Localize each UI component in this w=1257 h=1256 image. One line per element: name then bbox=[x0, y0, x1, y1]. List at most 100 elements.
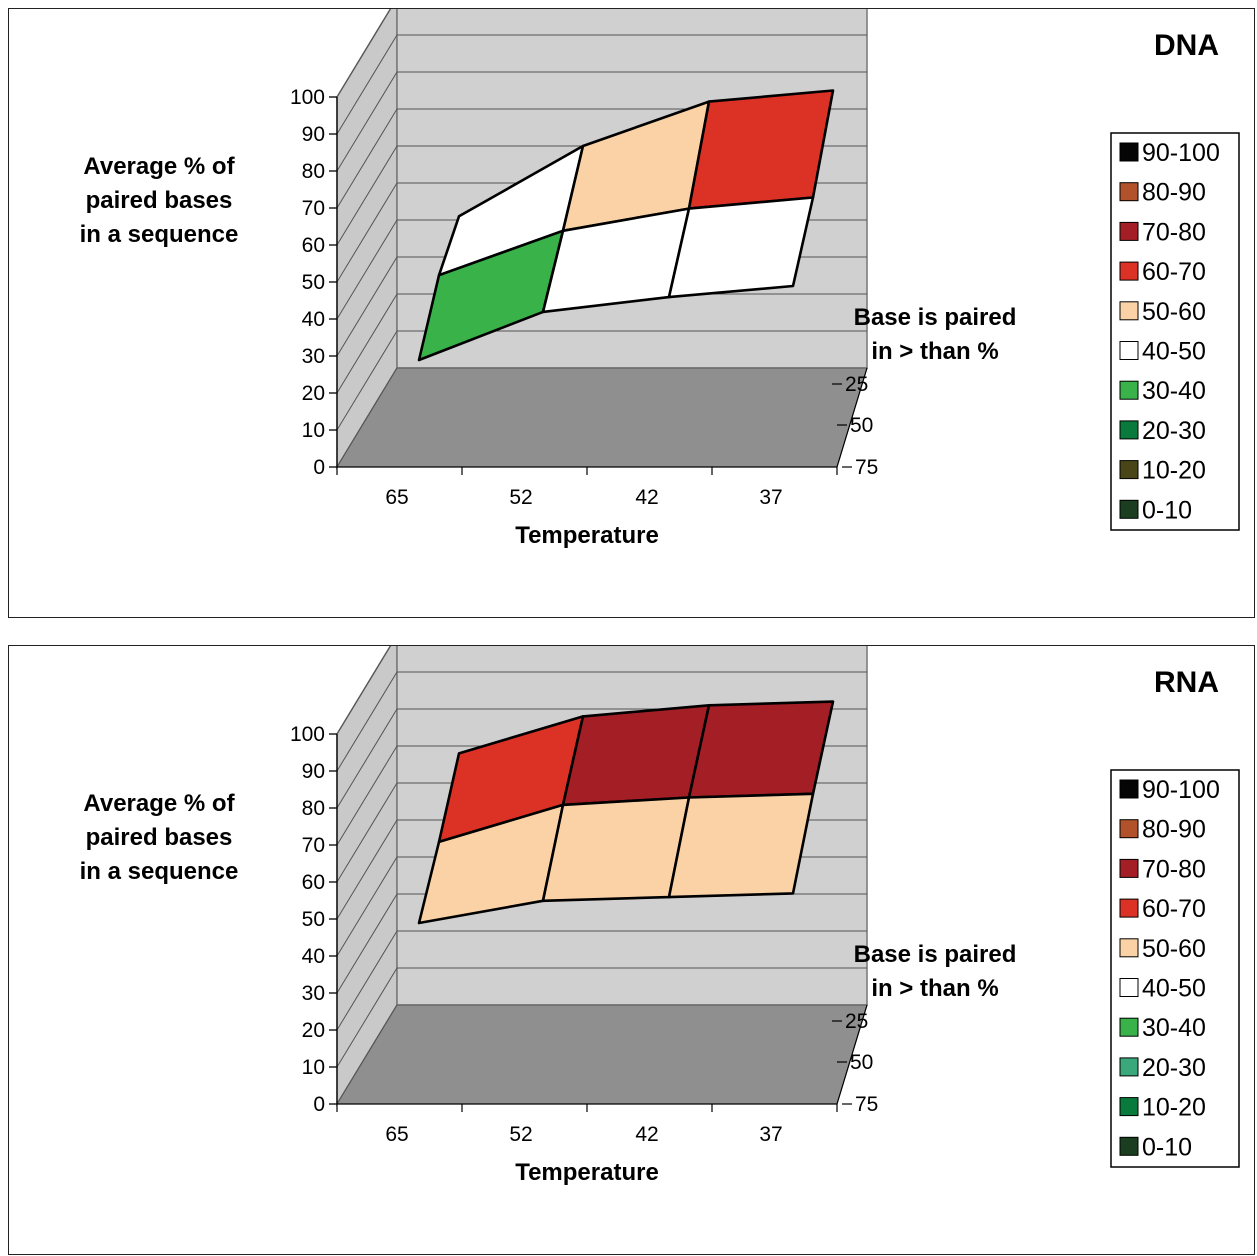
legend-label: 20-30 bbox=[1142, 417, 1206, 445]
y-tick-label: 40 bbox=[302, 945, 325, 968]
legend-label: 40-50 bbox=[1142, 338, 1206, 366]
x-tick-label: 52 bbox=[509, 1123, 532, 1146]
y-tick-label: 30 bbox=[302, 345, 325, 368]
surface-patch bbox=[687, 89, 835, 210]
legend-label: 10-20 bbox=[1142, 457, 1206, 485]
legend-swatch bbox=[1119, 142, 1139, 162]
legend-swatch bbox=[1119, 380, 1139, 400]
z-tick-label: 25 bbox=[845, 373, 868, 396]
y-tick-label: 90 bbox=[302, 760, 325, 783]
legend-label: 60-70 bbox=[1142, 258, 1206, 286]
y-tick-label: 30 bbox=[302, 982, 325, 1005]
legend-label: 10-20 bbox=[1142, 1094, 1206, 1122]
x-tick-label: 42 bbox=[635, 486, 658, 509]
legend-swatch bbox=[1119, 1136, 1139, 1156]
depth-axis bbox=[836, 367, 868, 468]
y-tick-label: 20 bbox=[302, 1019, 325, 1042]
x-tick-label: 52 bbox=[509, 486, 532, 509]
y-tick-label: 0 bbox=[313, 456, 325, 479]
legend-label: 30-40 bbox=[1142, 377, 1206, 405]
surface-patch bbox=[687, 700, 835, 799]
legend-swatch bbox=[1119, 898, 1139, 918]
gridline-left bbox=[336, 145, 398, 246]
depth-axis-title: Base is paired bbox=[854, 941, 1017, 968]
gridline-left bbox=[336, 219, 398, 320]
depth-axis-title: in > than % bbox=[871, 338, 998, 365]
legend-swatch bbox=[1119, 261, 1139, 281]
y-tick-label: 100 bbox=[290, 723, 325, 746]
chart-title: DNA bbox=[1154, 29, 1219, 62]
legend-swatch bbox=[1119, 1097, 1139, 1117]
surface-patch bbox=[541, 796, 691, 903]
x-axis-title: Temperature bbox=[515, 1159, 659, 1186]
chart-title: RNA bbox=[1154, 666, 1219, 699]
depth-axis-title: in > than % bbox=[871, 975, 998, 1002]
chart-panel-dna: 0 10 20 30 40 50 60 70 80 90 100 65 52 42 37 25 50 75 DNA A… bbox=[8, 8, 1255, 618]
gridline-left bbox=[336, 71, 398, 172]
z-tick-label: 50 bbox=[850, 414, 873, 437]
legend-swatch bbox=[1119, 819, 1139, 839]
legend-label: 50-60 bbox=[1142, 935, 1206, 963]
gridline-left bbox=[336, 9, 391, 98]
gridline-left bbox=[336, 182, 398, 283]
gridline-left bbox=[336, 330, 398, 431]
y-tick-label: 50 bbox=[302, 908, 325, 931]
x-tick-label: 42 bbox=[635, 1123, 658, 1146]
gridline-left bbox=[336, 367, 398, 468]
legend-swatch bbox=[1119, 858, 1139, 878]
y-axis-title: paired bases bbox=[86, 187, 233, 214]
gridline-left bbox=[336, 293, 398, 394]
y-axis-title: Average % of bbox=[83, 153, 235, 180]
depth-axis-title: Base is paired bbox=[854, 304, 1017, 331]
legend-swatch bbox=[1119, 221, 1139, 241]
legend-label: 50-60 bbox=[1142, 298, 1206, 326]
floor bbox=[336, 1004, 868, 1105]
legend-label: 0-10 bbox=[1142, 1133, 1192, 1161]
floor bbox=[336, 367, 868, 468]
legend-swatch bbox=[1119, 978, 1139, 997]
legend-label: 80-90 bbox=[1142, 179, 1206, 207]
legend-label: 40-50 bbox=[1142, 975, 1206, 1003]
z-tick-label: 50 bbox=[850, 1051, 873, 1074]
gridline-left bbox=[336, 745, 398, 846]
x-tick-label: 37 bbox=[759, 486, 782, 509]
gridline-left bbox=[336, 782, 398, 883]
y-tick-label: 0 bbox=[313, 1093, 325, 1116]
z-tick-label: 75 bbox=[855, 456, 878, 479]
x-tick-label: 65 bbox=[385, 486, 408, 509]
y-axis-title: paired bases bbox=[86, 824, 233, 851]
surface-patch bbox=[561, 703, 711, 807]
gridline-left bbox=[336, 34, 398, 135]
y-tick-label: 10 bbox=[302, 1056, 325, 1079]
gridline-left bbox=[336, 819, 398, 920]
legend-label: 90-100 bbox=[1142, 139, 1220, 167]
gridline-left bbox=[336, 1004, 398, 1105]
surface-chart-dna: 0 10 20 30 40 50 60 70 80 90 100 65 52 42 37 25 50 75 DNA A… bbox=[80, 9, 1240, 549]
z-tick-label: 75 bbox=[855, 1093, 878, 1116]
legend-swatch bbox=[1119, 1017, 1139, 1037]
gridline-left bbox=[336, 646, 391, 735]
legend-swatch bbox=[1119, 301, 1139, 321]
y-tick-label: 60 bbox=[302, 234, 325, 257]
gridline-left bbox=[336, 256, 398, 357]
y-tick-label: 40 bbox=[302, 308, 325, 331]
legend-label: 20-30 bbox=[1142, 1054, 1206, 1082]
y-tick-label: 20 bbox=[302, 382, 325, 405]
gridline-left bbox=[336, 671, 398, 772]
legend-label: 60-70 bbox=[1142, 895, 1206, 923]
surface-patch bbox=[667, 792, 815, 899]
legend-swatch bbox=[1119, 1057, 1139, 1077]
gridline-left bbox=[336, 108, 398, 209]
x-tick-label: 37 bbox=[759, 1123, 782, 1146]
chart-panel-rna: 0 10 20 30 40 50 60 70 80 90 100 65 52 42 37 25 50 75 RNA A… bbox=[8, 645, 1255, 1255]
y-tick-label: 90 bbox=[302, 123, 325, 146]
y-tick-label: 100 bbox=[290, 86, 325, 109]
gridline-left bbox=[336, 893, 398, 994]
surface-chart-rna: 0 10 20 30 40 50 60 70 80 90 100 65 52 42 37 25 50 75 RNA A… bbox=[80, 646, 1240, 1186]
legend-label: 70-80 bbox=[1142, 218, 1206, 246]
surface-patch bbox=[667, 196, 815, 299]
legend-swatch bbox=[1119, 420, 1139, 440]
legend-swatch bbox=[1119, 460, 1139, 480]
gridline-left bbox=[336, 708, 398, 809]
y-tick-label: 80 bbox=[302, 160, 325, 183]
